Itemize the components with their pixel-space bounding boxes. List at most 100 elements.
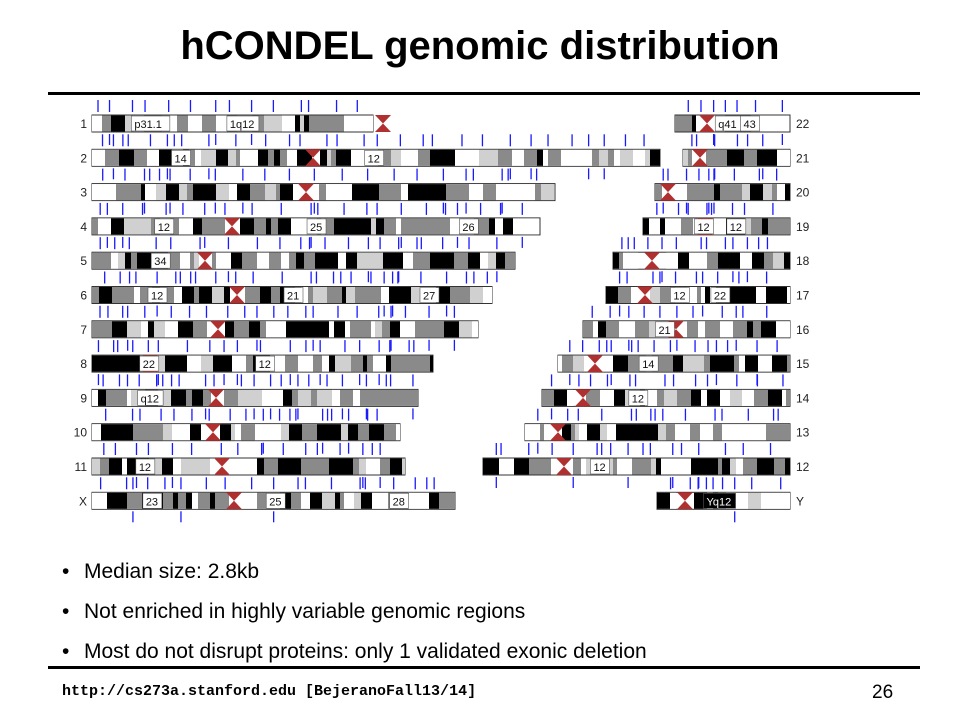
chromosome-band bbox=[325, 424, 337, 441]
chromosome-band bbox=[573, 355, 584, 372]
chromosome-band bbox=[92, 355, 103, 372]
chromosome-band bbox=[405, 355, 417, 372]
chromosome-band bbox=[147, 218, 151, 235]
chromosome-band bbox=[688, 149, 692, 166]
chromosome-band bbox=[456, 184, 469, 201]
chromosome-band bbox=[322, 355, 329, 372]
chromosome-band bbox=[430, 149, 441, 166]
chromosome-band bbox=[488, 252, 496, 269]
band-label: 12 bbox=[593, 462, 605, 474]
chromosome-band bbox=[340, 389, 353, 406]
chromosome-band bbox=[736, 252, 740, 269]
chromosome-band bbox=[753, 321, 761, 338]
centromere-marker bbox=[550, 423, 566, 441]
band-label: 12 bbox=[632, 393, 644, 405]
chromosome-band bbox=[349, 115, 363, 132]
chromosome-band bbox=[728, 184, 742, 201]
chromosome-band bbox=[389, 287, 401, 303]
chromosome-label: 7 bbox=[80, 323, 87, 337]
chromosome-band bbox=[212, 252, 216, 269]
chromosome-band bbox=[495, 218, 503, 235]
band-label-box bbox=[694, 218, 714, 235]
chromosome-band bbox=[226, 252, 231, 269]
chromosome-band bbox=[441, 149, 455, 166]
chromosome-band bbox=[280, 184, 293, 201]
chromosome-band bbox=[124, 218, 129, 235]
centromere-marker bbox=[229, 286, 245, 304]
chromosome-band bbox=[194, 287, 199, 303]
band-label: 12 bbox=[697, 222, 709, 234]
chromosome-band bbox=[751, 218, 762, 235]
chromosome-band bbox=[187, 355, 201, 372]
chromosome-band bbox=[201, 149, 216, 166]
chromosome-band bbox=[785, 458, 790, 475]
chromosome-band bbox=[172, 355, 187, 372]
band-label: p31.1 bbox=[134, 119, 162, 131]
chromosome-band bbox=[768, 115, 779, 132]
chromosome-band bbox=[665, 355, 673, 372]
chromosome-band bbox=[109, 458, 122, 475]
chromosome-band bbox=[542, 389, 554, 406]
chromosome-band bbox=[756, 287, 766, 303]
chromosome-band bbox=[163, 424, 172, 441]
chromosome-band bbox=[450, 287, 460, 303]
chromosome-band bbox=[344, 115, 349, 132]
chromosome-band bbox=[672, 184, 687, 201]
chromosome-band bbox=[399, 389, 407, 406]
chromosome-band bbox=[651, 458, 656, 475]
chromosome-band bbox=[228, 149, 236, 166]
chromosome-band bbox=[245, 287, 260, 303]
chromosome-band bbox=[766, 287, 781, 303]
chromosome-band bbox=[239, 492, 251, 509]
chromosome-band bbox=[137, 252, 148, 269]
chromosome-band bbox=[586, 389, 600, 406]
chromosome-band bbox=[666, 424, 675, 441]
chromosome-band bbox=[409, 149, 418, 166]
band-label-box bbox=[710, 287, 731, 303]
chromosome-band bbox=[107, 492, 122, 509]
chromosome-band bbox=[338, 252, 346, 269]
chromosome-label: 15 bbox=[796, 357, 810, 371]
chromosome-band bbox=[623, 252, 638, 269]
chromosome-band bbox=[196, 458, 210, 475]
chromosome-band bbox=[234, 321, 249, 338]
chromosome-band bbox=[92, 321, 98, 338]
chromosome-label: 10 bbox=[74, 426, 88, 440]
chromosome-band bbox=[582, 149, 592, 166]
chromosome-label: Y bbox=[796, 494, 804, 508]
chromosome-band bbox=[271, 287, 280, 303]
chromosome-band bbox=[178, 389, 186, 406]
chromosome-band bbox=[301, 492, 310, 509]
chromosome-band bbox=[129, 218, 140, 235]
chromosome-band bbox=[396, 424, 400, 441]
chromosome-band bbox=[785, 184, 790, 201]
chromosome-band bbox=[498, 149, 512, 166]
chromosome-band bbox=[618, 287, 631, 303]
chromosome-band bbox=[479, 149, 494, 166]
chromosome-band bbox=[598, 321, 606, 338]
chromosome-band bbox=[766, 424, 775, 441]
chromosome-band bbox=[600, 355, 613, 372]
band-label: 12 bbox=[158, 222, 170, 234]
band-label-box bbox=[638, 355, 659, 372]
chromosome-band bbox=[198, 492, 210, 509]
chromosome-band bbox=[317, 424, 325, 441]
chromosome-band bbox=[202, 115, 216, 132]
chromosome-band bbox=[163, 492, 173, 509]
chromosome-band bbox=[251, 492, 257, 509]
chromosome-band bbox=[186, 492, 192, 509]
chromosome-band bbox=[351, 149, 364, 166]
band-label-box bbox=[670, 287, 690, 303]
chromosome-band bbox=[759, 115, 764, 132]
chromosome-band bbox=[173, 458, 181, 475]
chromosome-band bbox=[635, 424, 644, 441]
chromosome-band bbox=[353, 389, 360, 406]
chromosome-band bbox=[579, 424, 587, 441]
chromosome-band bbox=[728, 252, 736, 269]
chromosome-band bbox=[678, 252, 689, 269]
chromosome-band bbox=[170, 218, 179, 235]
chromosome-band bbox=[614, 389, 625, 406]
centromere-marker bbox=[208, 389, 224, 407]
centromere-marker bbox=[214, 458, 230, 475]
chromosome-band bbox=[192, 492, 198, 509]
